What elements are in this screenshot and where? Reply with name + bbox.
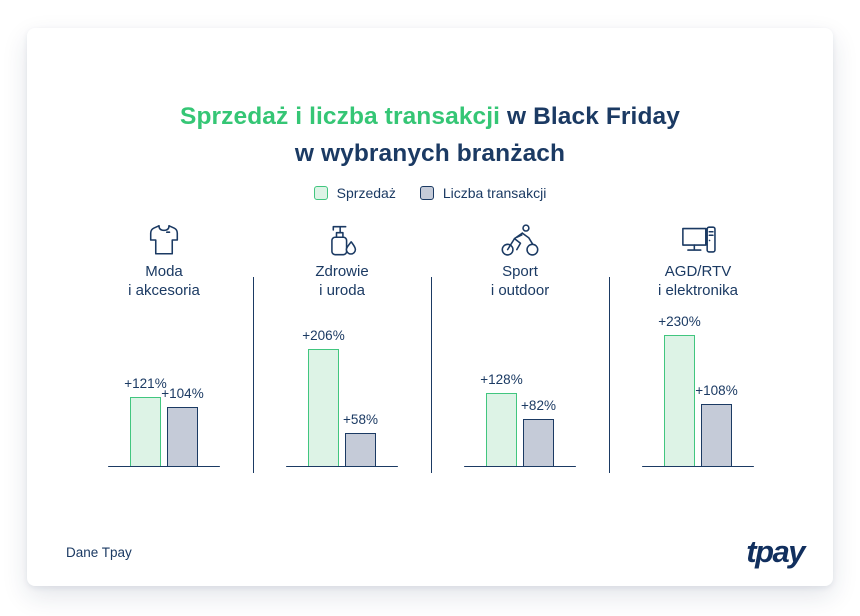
group-divider: [252, 277, 254, 473]
axis-baseline: [642, 465, 754, 467]
legend-label: Liczba transakcji: [442, 185, 547, 201]
bar-value-label: +121%: [124, 376, 167, 391]
sales-bar: [130, 397, 161, 466]
legend: Sprzedaż Liczba transakcji: [0, 185, 860, 201]
axis-baseline: [286, 465, 398, 467]
group-divider: [430, 277, 432, 473]
title-line-2: w wybranych branżach: [294, 140, 566, 167]
sales-bar: [308, 349, 339, 466]
title-highlight: Sprzedaż i liczba transakcji: [180, 103, 501, 130]
transactions-bar: [345, 433, 376, 466]
category-label: AGD/RTV i elektronika: [657, 263, 739, 299]
cyclist-icon: [498, 218, 542, 262]
bar-value-label: +108%: [695, 383, 738, 398]
axis-baseline: [108, 465, 220, 467]
category-label: Zdrowie i uroda: [315, 263, 369, 299]
sales-bar: [664, 335, 695, 466]
bar-value-label: +104%: [161, 386, 204, 401]
tshirt-icon: [142, 218, 186, 262]
category-label: Sport i outdoor: [490, 263, 550, 299]
sales-bar: [486, 393, 517, 466]
legend-label: Sprzedaż: [336, 185, 396, 201]
legend-item-transactions: Liczba transakcji: [419, 185, 547, 201]
axis-baseline: [464, 465, 576, 467]
bar-value-label: +206%: [302, 328, 345, 343]
bar-value-label: +58%: [343, 412, 378, 427]
data-source-note: Dane Tpay: [66, 545, 132, 560]
bar-value-label: +82%: [521, 398, 556, 413]
infographic-card: [27, 28, 833, 586]
computer-icon: [676, 218, 720, 262]
transactions-swatch-icon: [419, 186, 434, 200]
transactions-bar: [523, 419, 554, 466]
transactions-bar: [701, 404, 732, 466]
title-rest: w Black Friday: [500, 103, 680, 130]
sales-swatch-icon: [313, 186, 328, 200]
page-title: Sprzedaż i liczba transakcji w Black Fri…: [0, 98, 860, 172]
tpay-logo: tpay: [746, 534, 805, 569]
category-label: Moda i akcesoria: [128, 263, 200, 299]
transactions-bar: [167, 407, 198, 466]
soap-pump-icon: [320, 218, 364, 262]
group-divider: [608, 277, 610, 473]
bar-value-label: +230%: [658, 314, 701, 329]
bar-value-label: +128%: [480, 372, 523, 387]
legend-item-sales: Sprzedaż: [313, 185, 396, 201]
title-line-1: Sprzedaż i liczba transakcji w Black Fri…: [0, 98, 860, 135]
